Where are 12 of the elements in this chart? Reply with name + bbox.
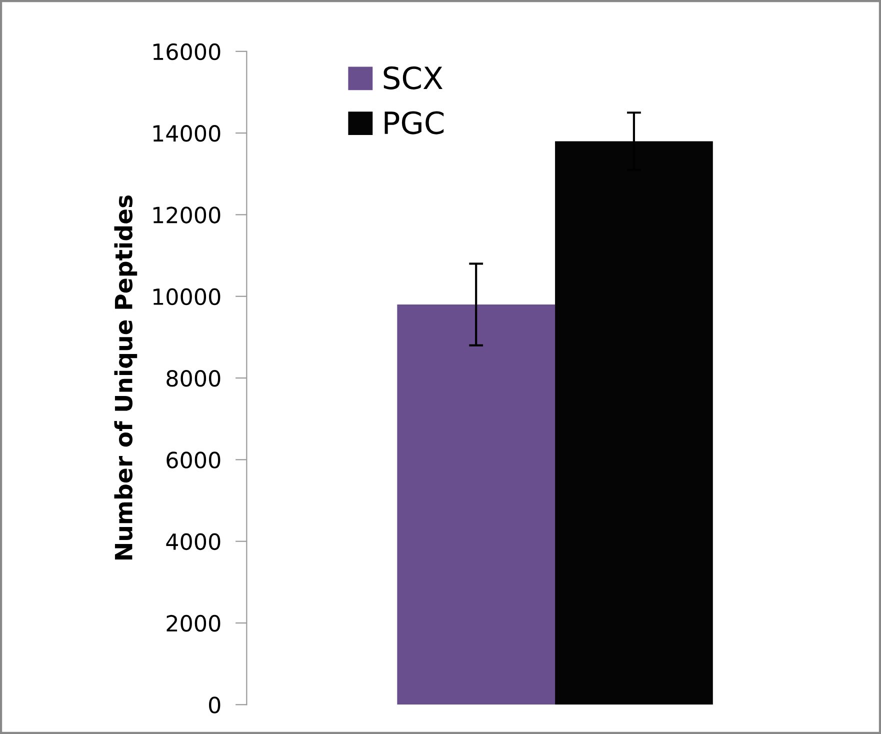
legend-label: PGC: [384, 111, 444, 134]
legend-label: SCX: [384, 66, 442, 90]
y-tick-label: 4000: [166, 533, 220, 550]
y-tick-label: 14000: [153, 124, 220, 142]
y-axis-title: Number of Unique Peptides: [114, 196, 138, 560]
y-tick-label: 16000: [153, 43, 220, 60]
y-tick-label: 6000: [166, 452, 220, 468]
y-tick-label: 12000: [153, 206, 220, 224]
y-tick-label: 2000: [166, 614, 220, 632]
y-tick-label: 10000: [153, 288, 220, 306]
y-tick-label: 8000: [166, 370, 220, 387]
y-tick-label: 0: [209, 696, 220, 714]
